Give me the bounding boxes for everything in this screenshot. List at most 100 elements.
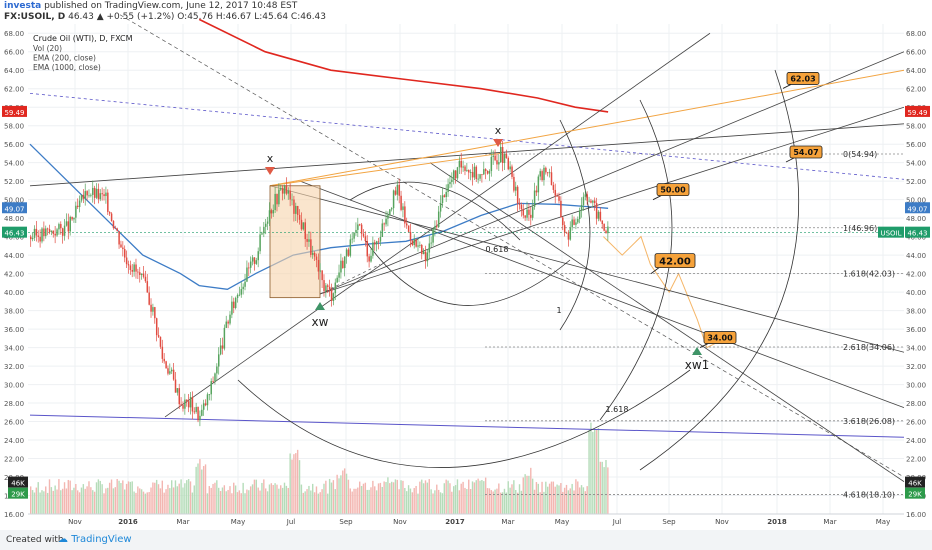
candle-body [409, 231, 412, 241]
candle-body [210, 381, 212, 395]
volume-badge [905, 487, 925, 499]
candle-body [293, 199, 295, 214]
candle-body [530, 214, 532, 218]
volume-bar [171, 480, 173, 514]
volume-bar [139, 488, 141, 514]
candle-body [43, 228, 45, 237]
volume-bar [176, 486, 179, 514]
candle-body [475, 166, 478, 180]
volume-bar [180, 479, 182, 514]
publisher-name[interactable]: investa [4, 1, 42, 11]
volume-bar [78, 492, 81, 514]
candle-body [33, 228, 36, 238]
trend-line [119, 14, 905, 478]
price-tick-right: 48.00 [906, 215, 926, 223]
candle-body [219, 345, 222, 355]
candle-body [255, 260, 258, 264]
candle-body [93, 187, 96, 198]
volume-bar [274, 483, 276, 514]
price-tick-left: 56.00 [4, 141, 24, 149]
pivot-annotation: x [267, 152, 274, 165]
candle-body [178, 388, 181, 405]
candle-body [340, 260, 342, 273]
candle-body [191, 397, 194, 412]
volume-bar [357, 487, 359, 514]
price-tick-left: 28.00 [4, 400, 24, 408]
candle-body [124, 249, 126, 258]
candle-body [424, 251, 427, 262]
candle-body [550, 172, 553, 186]
tradingview-logo[interactable]: ☁ TradingView [58, 534, 132, 545]
time-tick: Sep [339, 518, 353, 526]
candle-body [266, 221, 269, 224]
candle-body [430, 242, 432, 244]
volume-bar [58, 479, 60, 514]
candle-body [218, 354, 220, 367]
candle-body [357, 224, 359, 230]
volume-bar [404, 487, 406, 514]
candle-body [202, 403, 205, 410]
candle-body [443, 195, 446, 198]
symbol-badge-text: USOIL [880, 230, 901, 238]
volume-bar [402, 480, 404, 514]
volume-bar [545, 481, 547, 514]
volume-bar [152, 482, 154, 514]
candle-body [541, 171, 543, 181]
volume-bar [548, 483, 551, 514]
chart-canvas[interactable]: 0(54.94) 1(46.96) 1.618(42.03) 2.618(34.06)… [0, 0, 932, 530]
candle-body [343, 256, 346, 269]
candle-body [328, 286, 331, 290]
volume-bar [191, 492, 194, 514]
candle-body [511, 166, 513, 177]
volume-bar [302, 492, 304, 514]
candle-body [359, 224, 361, 226]
volume-bar [54, 485, 56, 514]
price-tick-left: 22.00 [4, 456, 24, 464]
volume-bar [430, 489, 432, 514]
candle-body [92, 187, 94, 195]
callout-label: 42.00 [659, 257, 691, 268]
volume-bar [313, 492, 316, 514]
volume-badge-text: 46K [908, 480, 922, 488]
candle-body [174, 379, 177, 393]
candle-body [533, 190, 536, 207]
volume-bar [295, 453, 297, 514]
volume-bar [233, 482, 235, 514]
volume-bar [67, 479, 69, 514]
callout-label: 62.03 [790, 74, 815, 83]
candle-body [451, 179, 453, 183]
volume-bar [319, 492, 321, 514]
candle-body [505, 153, 508, 159]
candle-body [518, 203, 521, 205]
candle-body [524, 215, 526, 218]
candle-body [494, 155, 496, 161]
volume-bar [86, 486, 88, 514]
candle-body [48, 229, 51, 232]
candle-body [360, 224, 363, 234]
price-badge [2, 226, 27, 238]
price-badge-text: 59.49 [4, 109, 24, 117]
callout-box [703, 331, 737, 344]
volume-bar [531, 478, 534, 514]
candle-body [142, 273, 145, 277]
fib-level-label: 0(54.94) [843, 150, 877, 159]
volume-bar [422, 483, 425, 514]
candle-body [101, 193, 103, 195]
candle-body [473, 166, 476, 178]
price-tick-left: 54.00 [4, 160, 24, 168]
candle-body [155, 318, 158, 336]
volume-bar [584, 491, 586, 514]
callout-pointer [699, 343, 709, 348]
volume-bar [441, 493, 444, 514]
candle-body [167, 368, 169, 374]
candle-body [171, 369, 173, 372]
volume-bar [249, 486, 252, 514]
callout-box [656, 183, 690, 197]
candle-body [531, 206, 534, 218]
volume-bar [417, 493, 419, 514]
volume-bar [41, 490, 43, 514]
candle-body [578, 210, 581, 220]
candle-body [248, 267, 250, 269]
volume-bar [197, 463, 199, 514]
callout-box [654, 253, 696, 269]
